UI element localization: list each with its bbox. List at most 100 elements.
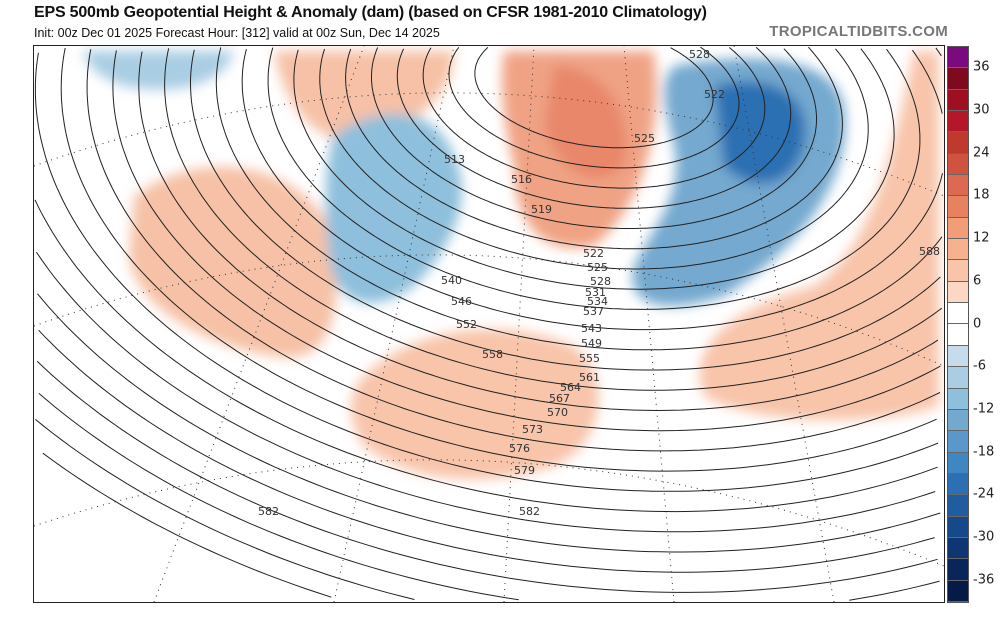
warm-anomaly-us — [350, 329, 599, 480]
colorbar-segment — [948, 580, 968, 602]
colorbar-segment — [948, 516, 968, 538]
brand-watermark: TROPICALTIDBITS.COM — [769, 23, 948, 40]
contour-label: 558 — [482, 348, 503, 361]
colorbar-tick: -6 — [973, 358, 986, 374]
colorbar-segment — [948, 452, 968, 474]
contour-label: 561 — [579, 371, 600, 384]
colorbar-segment — [948, 132, 968, 154]
colorbar-tick: 12 — [973, 230, 990, 246]
colorbar-segment — [948, 388, 968, 410]
colorbar-segment — [948, 431, 968, 453]
contour-label: 525 — [587, 261, 608, 274]
warm-anomaly-greenland-core — [544, 66, 627, 179]
colorbar-tick: 6 — [973, 273, 982, 289]
contour-label: 516 — [511, 173, 532, 186]
height-contour — [319, 48, 869, 270]
colorbar-tick: 24 — [973, 145, 990, 161]
colorbar-segment — [948, 196, 968, 218]
lat-lon-grid — [34, 46, 944, 602]
contour-label: 528 — [689, 48, 710, 61]
colorbar-tick: -24 — [973, 486, 995, 502]
contour-label: 546 — [451, 295, 472, 308]
height-contour — [34, 52, 939, 492]
colorbar-segment — [948, 89, 968, 112]
height-contour — [345, 46, 843, 250]
height-anomaly-map: 513 516 519 522 525 528 531 534 537 543 549 555 561 5… — [33, 45, 945, 603]
height-contour — [190, 49, 941, 371]
anomaly-colorbar — [947, 46, 969, 603]
contour-label: 549 — [581, 337, 602, 350]
colorbar-tick: 30 — [973, 102, 990, 118]
contour-label: 555 — [579, 352, 600, 365]
colorbar-segment — [948, 473, 968, 496]
colorbar-segment — [948, 367, 968, 389]
height-contour — [267, 47, 921, 310]
colorbar-segment — [948, 559, 968, 581]
cool-anomaly-northpacific — [84, 51, 234, 90]
height-contour — [42, 452, 332, 598]
contour-label: 522 — [704, 88, 725, 101]
contour-label: 582 — [258, 505, 279, 518]
colorbar-tick: -12 — [973, 401, 995, 417]
height-contour — [86, 49, 941, 452]
height-contour — [448, 46, 740, 169]
contour-label: 582 — [519, 505, 540, 518]
contour-label: 570 — [547, 406, 568, 419]
contour-label: 543 — [581, 322, 602, 335]
height-contour — [34, 199, 938, 513]
contour-label: 588 — [919, 245, 940, 258]
height-contour — [36, 360, 938, 593]
colorbar-segment — [948, 47, 968, 69]
height-contour — [112, 50, 941, 432]
height-contour — [241, 48, 943, 331]
contour-label: 522 — [583, 247, 604, 260]
height-contour — [38, 393, 940, 601]
contour-label: 552 — [456, 318, 477, 331]
colorbar-segment — [948, 409, 968, 432]
colorbar-segment — [948, 239, 968, 261]
contour-label: 573 — [522, 423, 543, 436]
colorbar-tick: 18 — [973, 187, 990, 203]
colorbar-segment — [948, 153, 968, 176]
colorbar-segment — [948, 175, 968, 197]
contour-label: 579 — [514, 464, 535, 477]
colorbar-segment — [948, 111, 968, 133]
height-contour — [35, 251, 936, 533]
contour-label: 576 — [509, 442, 530, 455]
contour-label: 537 — [583, 305, 604, 318]
colorbar-segment — [948, 260, 968, 282]
colorbar-tick: -30 — [973, 529, 995, 545]
height-contour — [422, 47, 766, 189]
contour-label: 528 — [590, 275, 611, 288]
contour-label: 564 — [560, 381, 581, 394]
height-contour — [35, 419, 415, 600]
colorbar-tick: 36 — [973, 59, 990, 75]
contour-label: 531 — [585, 286, 606, 299]
colorbar-segment — [948, 324, 968, 346]
colorbar-segment — [948, 537, 968, 560]
warm-anomaly-pacific — [129, 166, 337, 358]
contour-label: 513 — [444, 153, 465, 166]
colorbar-segment — [948, 68, 968, 90]
colorbar-segment — [948, 281, 968, 304]
colorbar-segment — [948, 345, 968, 368]
contour-label: 534 — [587, 295, 608, 308]
height-contour — [371, 47, 817, 229]
contour-label: 567 — [549, 392, 570, 405]
height-contour — [37, 293, 941, 553]
colorbar-tick: 0 — [973, 316, 982, 331]
run-info: Init: 00z Dec 01 2025 Forecast Hour: [31… — [34, 26, 440, 40]
colorbar-segment — [948, 217, 968, 240]
colorbar-tick: -18 — [973, 444, 995, 460]
warm-anomaly-atlantic — [699, 51, 939, 420]
colorbar-segment — [948, 495, 968, 517]
contour-label: 519 — [531, 203, 552, 216]
height-contour — [138, 51, 939, 412]
height-contour — [474, 47, 714, 149]
height-contour — [396, 46, 792, 209]
height-contour — [60, 47, 937, 472]
height-contour — [164, 48, 943, 391]
contour-label: 525 — [634, 132, 655, 145]
cool-anomaly-west — [325, 113, 462, 303]
height-contour — [293, 48, 895, 290]
